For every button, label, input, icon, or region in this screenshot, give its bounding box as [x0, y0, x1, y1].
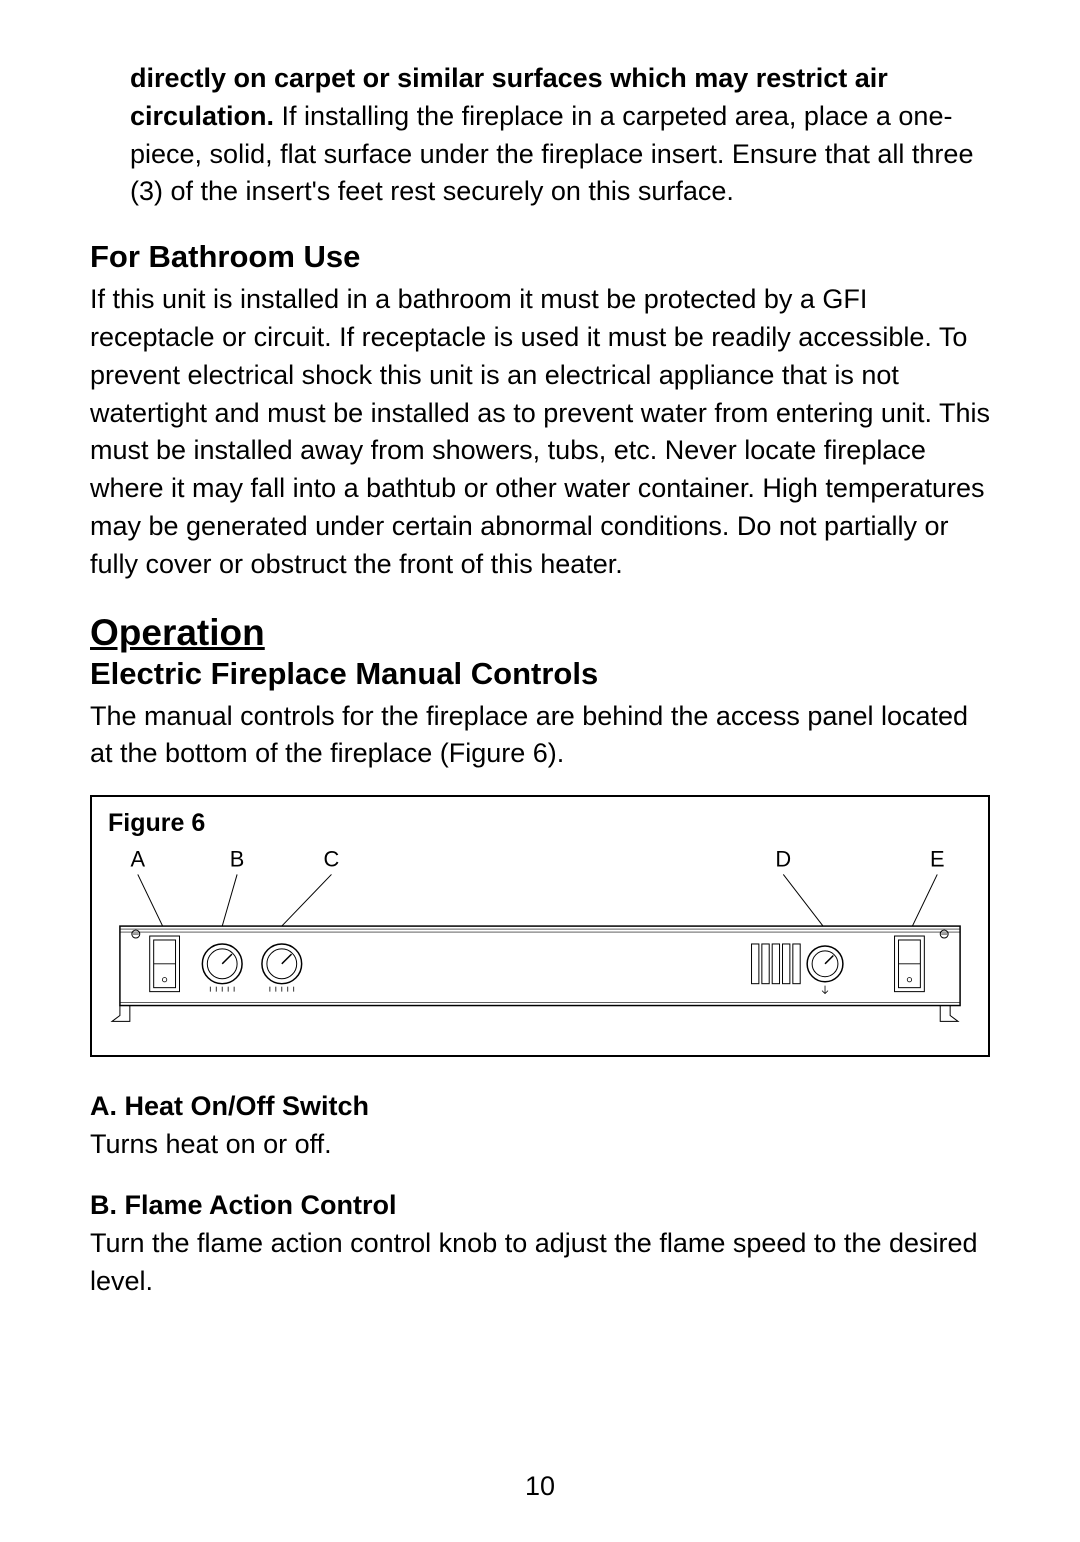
figure-6-svg: A B C D E [108, 844, 972, 1034]
control-b-body: Turn the flame action control knob to ad… [90, 1225, 990, 1301]
svg-text:D: D [775, 847, 791, 872]
page-number: 10 [0, 1471, 1080, 1502]
continuation-paragraph: directly on carpet or similar surfaces w… [90, 60, 990, 211]
operation-heading: Operation [90, 612, 990, 654]
svg-text:A: A [131, 847, 146, 872]
svg-text:E: E [930, 847, 945, 872]
page: directly on carpet or similar surfaces w… [0, 0, 1080, 1542]
figure-6-title: Figure 6 [108, 809, 972, 838]
operation-subheading: Electric Fireplace Manual Controls [90, 656, 990, 692]
control-b-heading: B. Flame Action Control [90, 1190, 990, 1221]
svg-text:C: C [324, 847, 340, 872]
svg-text:B: B [230, 847, 245, 872]
bathroom-body: If this unit is installed in a bathroom … [90, 281, 990, 583]
figure-6-diagram: A B C D E [108, 844, 972, 1039]
control-a-body: Turns heat on or off. [90, 1126, 990, 1164]
operation-body: The manual controls for the fireplace ar… [90, 698, 990, 774]
bathroom-heading: For Bathroom Use [90, 239, 990, 275]
control-a-heading: A. Heat On/Off Switch [90, 1091, 990, 1122]
figure-6-box: Figure 6 A B C D E [90, 795, 990, 1057]
